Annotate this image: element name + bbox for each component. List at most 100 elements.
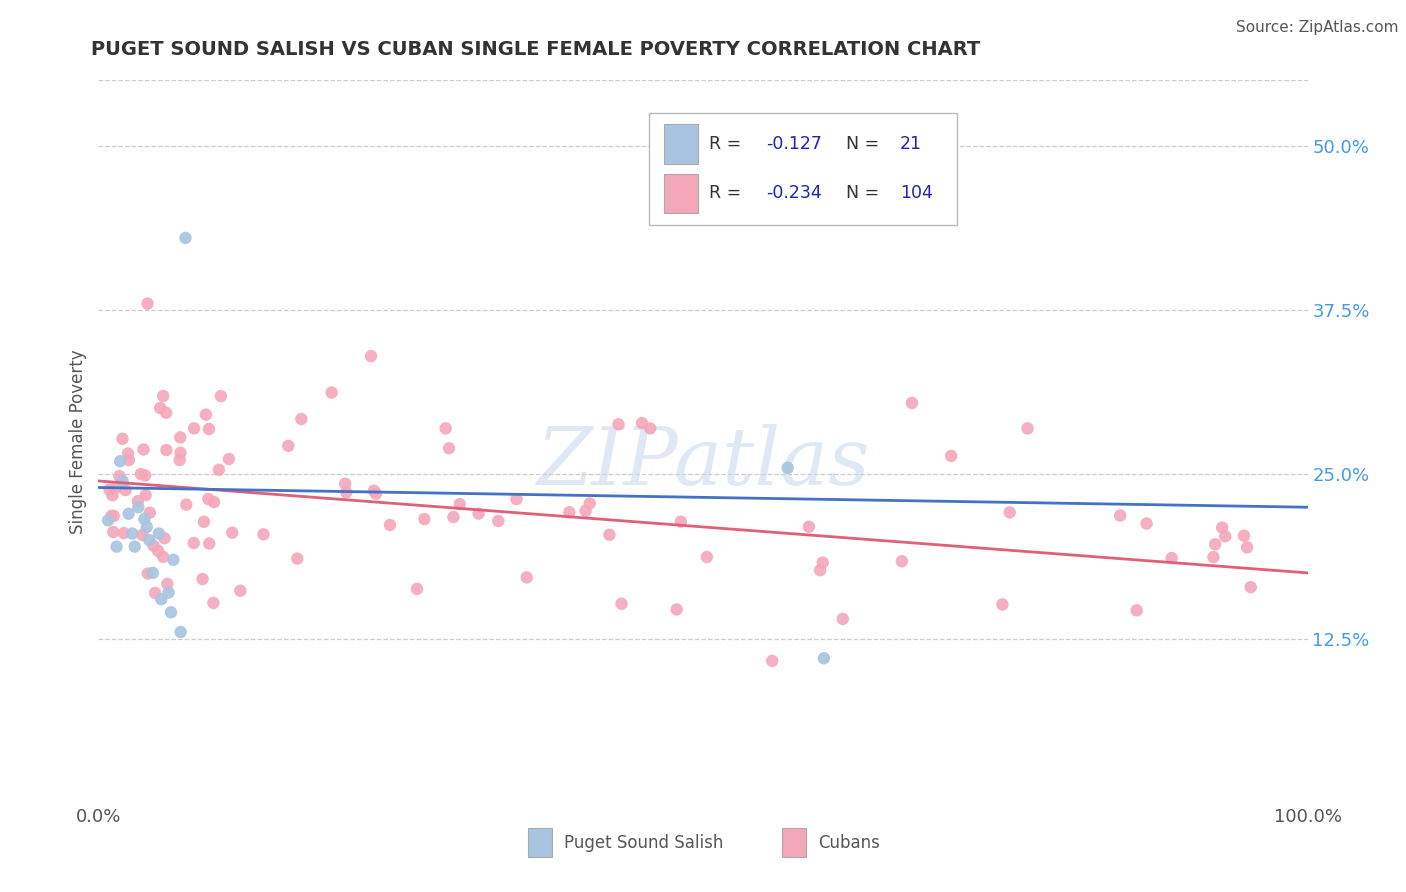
Point — [808, 563, 831, 577]
Point — [142, 566, 165, 580]
Point — [135, 488, 157, 502]
Point — [252, 527, 274, 541]
FancyBboxPatch shape — [664, 124, 699, 164]
Text: -0.127: -0.127 — [766, 136, 821, 153]
Point — [1202, 549, 1225, 564]
Point — [191, 572, 214, 586]
Point — [103, 524, 125, 539]
Point — [124, 540, 146, 554]
Point — [1017, 421, 1039, 435]
Point — [218, 452, 240, 467]
Point — [229, 583, 252, 598]
Point — [1213, 529, 1236, 543]
Point — [202, 495, 225, 509]
Point — [138, 533, 160, 547]
Point — [108, 469, 131, 483]
Point — [1204, 537, 1226, 551]
Point — [364, 486, 387, 500]
Text: Puget Sound Salish: Puget Sound Salish — [564, 833, 723, 852]
Point — [575, 504, 598, 518]
Point — [117, 446, 139, 460]
Point — [169, 453, 191, 467]
Point — [406, 582, 429, 596]
Point — [118, 507, 141, 521]
Text: R =: R = — [709, 185, 747, 202]
Point — [1211, 520, 1233, 534]
Point — [285, 551, 308, 566]
Point — [98, 483, 121, 497]
Text: 104: 104 — [900, 185, 934, 202]
FancyBboxPatch shape — [782, 828, 806, 857]
Point — [939, 449, 962, 463]
Point — [152, 389, 174, 403]
Point — [160, 605, 183, 619]
Point — [378, 518, 401, 533]
Point — [153, 531, 176, 545]
Point — [105, 480, 128, 494]
Point — [598, 527, 620, 541]
Point — [321, 385, 343, 400]
Point — [146, 544, 169, 558]
Point — [610, 597, 633, 611]
Point — [467, 507, 489, 521]
Point — [1236, 541, 1258, 555]
Point — [558, 505, 581, 519]
Point — [129, 467, 152, 481]
Text: Source: ZipAtlas.com: Source: ZipAtlas.com — [1236, 20, 1399, 35]
Point — [157, 585, 180, 599]
Point — [134, 512, 156, 526]
Point — [169, 430, 191, 444]
Text: N =: N = — [845, 185, 884, 202]
Point — [132, 442, 155, 457]
Point — [139, 506, 162, 520]
Point — [198, 422, 221, 436]
Point — [136, 566, 159, 581]
Point — [108, 454, 131, 468]
Y-axis label: Single Female Poverty: Single Female Poverty — [69, 350, 87, 533]
Text: -0.234: -0.234 — [766, 185, 821, 202]
Point — [797, 519, 820, 533]
Point — [335, 485, 357, 500]
Point — [335, 476, 357, 491]
Point — [174, 231, 197, 245]
Point — [413, 512, 436, 526]
Point — [776, 460, 799, 475]
Point — [142, 539, 165, 553]
Point — [813, 651, 835, 665]
Point — [155, 406, 177, 420]
Point — [443, 510, 465, 524]
Point — [811, 556, 834, 570]
Point — [901, 396, 924, 410]
Point — [103, 508, 125, 523]
Point — [150, 592, 173, 607]
Point — [696, 549, 718, 564]
Point — [638, 421, 661, 435]
Point — [169, 625, 191, 640]
Point — [277, 439, 299, 453]
Point — [360, 349, 382, 363]
Point — [111, 474, 134, 488]
Point — [193, 515, 215, 529]
Point — [449, 497, 471, 511]
Point — [290, 412, 312, 426]
Point — [209, 389, 232, 403]
Point — [156, 577, 179, 591]
Point — [607, 417, 630, 432]
Point — [127, 500, 149, 515]
Point — [1125, 603, 1147, 617]
Point — [761, 654, 783, 668]
Point — [197, 491, 219, 506]
Point — [101, 488, 124, 502]
FancyBboxPatch shape — [648, 112, 957, 225]
FancyBboxPatch shape — [527, 828, 551, 857]
Text: N =: N = — [845, 136, 884, 153]
Text: 21: 21 — [900, 136, 922, 153]
Point — [1109, 508, 1132, 523]
Point — [112, 526, 135, 541]
Point — [183, 536, 205, 550]
Point — [198, 536, 221, 550]
Point — [890, 554, 912, 568]
Point — [208, 463, 231, 477]
Point — [136, 296, 159, 310]
Point — [134, 468, 156, 483]
